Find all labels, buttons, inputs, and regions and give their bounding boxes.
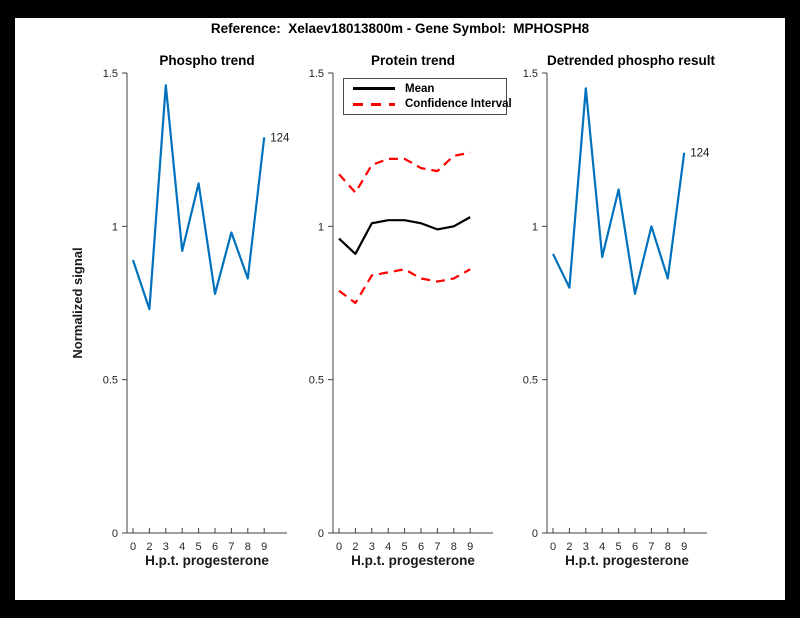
- y-tick-label: 0.5: [103, 375, 118, 387]
- x-tick-label: 6: [418, 541, 424, 553]
- x-tick-label: 2: [146, 541, 152, 553]
- y-tick-label: 1.5: [309, 68, 324, 80]
- x-axis-label: H.p.t. progesterone: [145, 553, 269, 568]
- x-tick-label: 3: [163, 541, 169, 553]
- legend-label-mean: Mean: [405, 82, 435, 95]
- x-tick-label: 9: [261, 541, 267, 553]
- series-line-confidence-interval: [338, 268, 471, 305]
- endpoint-annotation: 124: [270, 132, 290, 144]
- x-tick-label: 6: [212, 541, 218, 553]
- x-tick-label: 9: [681, 541, 687, 553]
- y-tick-label: 1: [532, 221, 538, 233]
- x-tick-label: 6: [632, 541, 638, 553]
- x-axis-label: H.p.t. progesterone: [565, 553, 689, 568]
- x-axis-label: H.p.t. progesterone: [351, 553, 475, 568]
- y-tick-label: 0: [318, 528, 324, 540]
- x-tick-label: 5: [616, 541, 622, 553]
- figure-canvas: Reference: Xelaev18013800m - Gene Symbol…: [15, 18, 785, 600]
- y-tick-label: 1.5: [103, 68, 118, 80]
- legend-row-confidence-interval: Confidence Interval: [344, 98, 512, 110]
- x-tick-label: 0: [336, 541, 342, 553]
- series-line-confidence-interval: [338, 151, 471, 194]
- plot-title: Protein trend: [370, 53, 455, 68]
- x-tick-label: 2: [352, 541, 358, 553]
- x-tick-label: 5: [402, 541, 408, 553]
- legend: Mean Confidence Interval: [343, 78, 512, 115]
- legend-line-sample-confidence-interval: [353, 103, 395, 106]
- protein-trend-chart: 0 2 3 4 5 6 7 8 900.511.5: [309, 68, 493, 553]
- x-tick-label: 4: [599, 541, 605, 553]
- legend-label-confidence-interval: Confidence Interval: [405, 98, 512, 111]
- x-tick-label: 7: [648, 541, 654, 553]
- y-tick-label: 0.5: [309, 375, 324, 387]
- plot-title: Detrended phospho result: [547, 53, 716, 68]
- x-tick-label: 9: [467, 541, 473, 553]
- x-tick-label: 0: [130, 541, 136, 553]
- x-tick-label: 3: [583, 541, 589, 553]
- subplot-detrended-phospho: Detrended phospho result 0 2 3 4 5 6 7 8 9 0 0.5 1 1…: [497, 48, 727, 596]
- y-tick-label: 0.5: [523, 375, 538, 387]
- legend-line-sample-mean: [353, 87, 395, 90]
- y-tick-label: 0: [112, 528, 118, 540]
- legend-row-mean: Mean: [344, 83, 506, 95]
- series-line-mean: [338, 216, 471, 256]
- subplot-phospho-trend: Phospho trend 0 2 3 4 5 6 7 8 9 0 0.5 1 1.5 124 H.p.t…: [77, 48, 307, 596]
- x-tick-label: 0: [550, 541, 556, 553]
- x-tick-label: 8: [245, 541, 251, 553]
- x-tick-label: 7: [228, 541, 234, 553]
- x-tick-label: 2: [566, 541, 572, 553]
- y-tick-label: 1: [318, 221, 324, 233]
- figure-title: Reference: Xelaev18013800m - Gene Symbol…: [210, 21, 590, 36]
- x-tick-label: 4: [179, 541, 185, 553]
- x-tick-label: 8: [665, 541, 671, 553]
- x-tick-label: 4: [385, 541, 391, 553]
- series-line-phospho-signal: [131, 84, 266, 311]
- subplot-protein-trend: Protein trend 0 2 3 4 5 6 7 8 9 0 0.5 1 1.5 Mean Con…: [283, 48, 513, 596]
- y-tick-label: 1.5: [523, 68, 538, 80]
- plot-title: Phospho trend: [159, 53, 255, 68]
- y-tick-label: 0: [532, 528, 538, 540]
- series-line-detrended-phospho-signal: [552, 87, 686, 295]
- x-tick-label: 3: [369, 541, 375, 553]
- endpoint-annotation: 124: [690, 148, 710, 160]
- y-tick-label: 1: [112, 221, 118, 233]
- x-tick-label: 8: [451, 541, 457, 553]
- x-tick-label: 5: [196, 541, 202, 553]
- x-tick-label: 7: [434, 541, 440, 553]
